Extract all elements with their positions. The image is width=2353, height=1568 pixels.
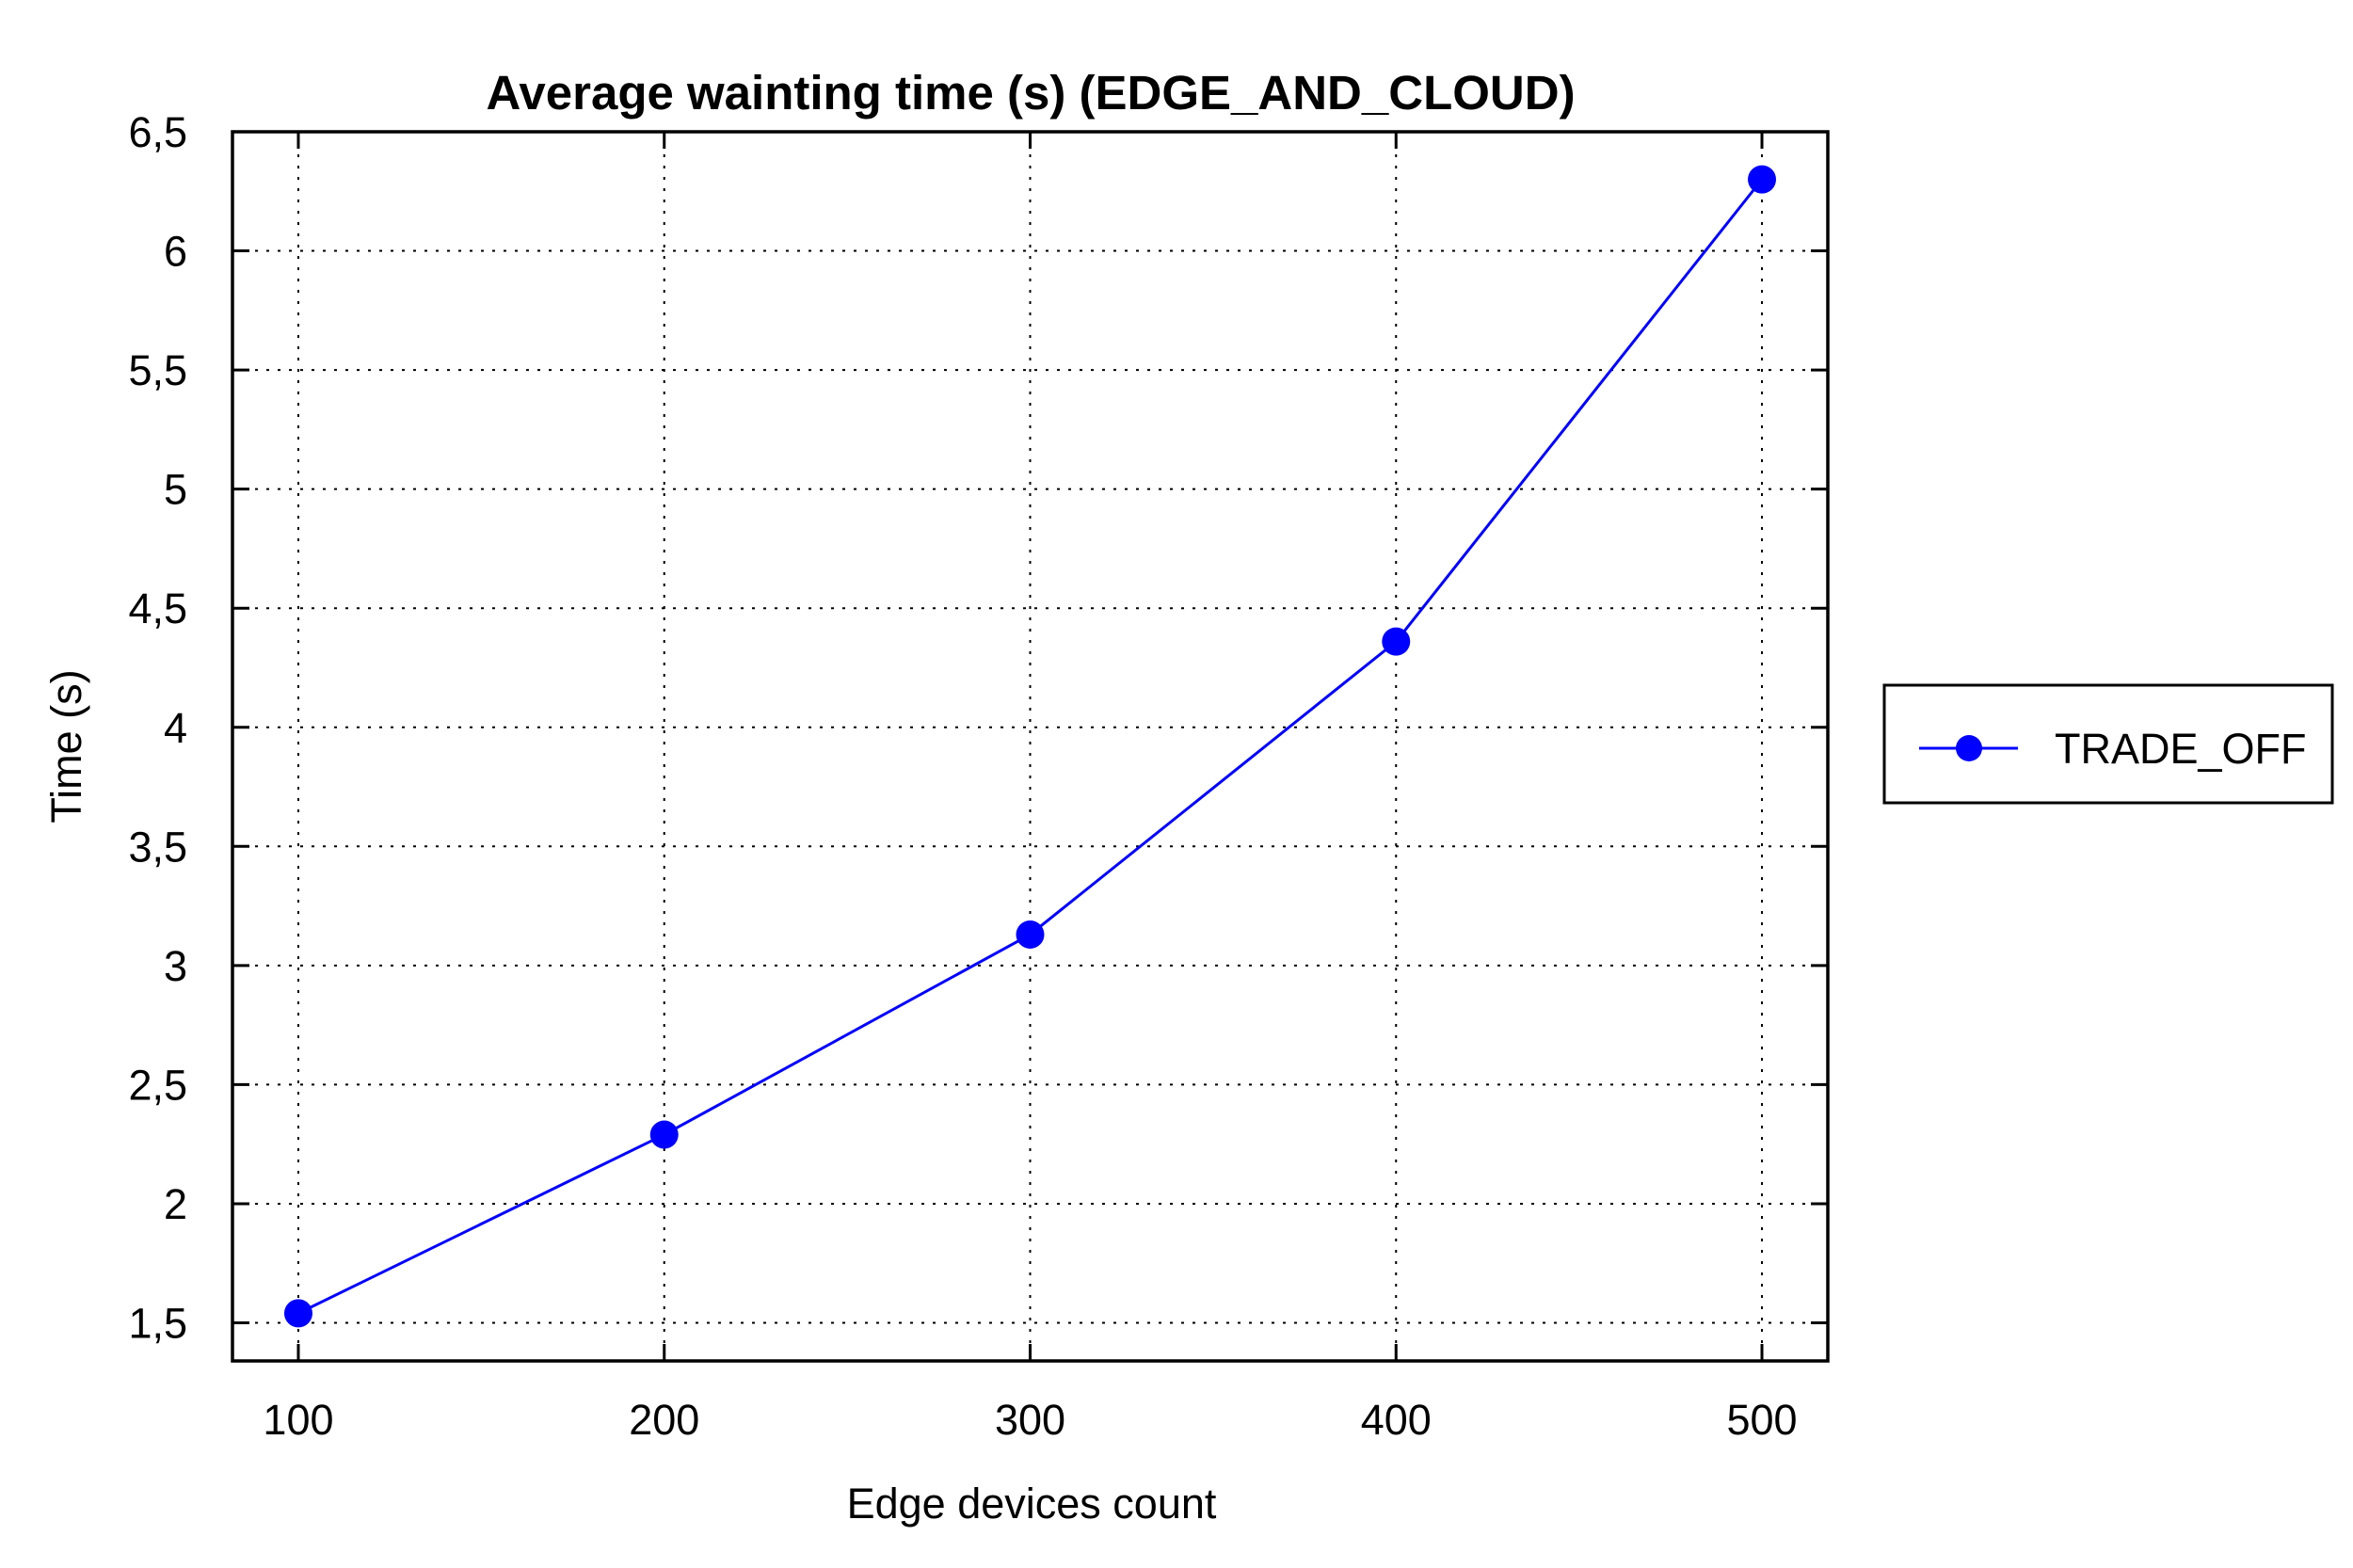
data-point-trade-off [1748, 165, 1777, 194]
data-point-trade-off [1016, 920, 1045, 949]
x-tick-label: 200 [629, 1396, 699, 1444]
y-tick-label: 1,5 [128, 1300, 187, 1348]
y-tick-label: 5,5 [128, 346, 187, 394]
axis-ticks: 1,5 2 2,5 3 3,5 4 4,5 5 5,5 6 6,5 100 200 300 400 500 [128, 108, 1828, 1444]
y-axis-label: Time (s) [42, 669, 90, 823]
y-tick-label: 6 [164, 228, 187, 276]
series-layer [283, 165, 1777, 1328]
y-tick-label: 6,5 [128, 108, 187, 156]
y-tick-label: 5 [164, 466, 187, 514]
y-tick-label: 2,5 [128, 1061, 187, 1109]
legend-box [1882, 683, 2334, 805]
y-tick-label: 4,5 [128, 584, 187, 632]
x-tick-label: 400 [1361, 1396, 1432, 1444]
chart-title: Average wainting time (s) (EDGE_AND_CLOU… [486, 66, 1575, 120]
legend-label-trade-off: TRADE_OFF [2055, 725, 2307, 773]
x-axis-label: Edge devices count [847, 1480, 1217, 1528]
y-tick-label: 3,5 [128, 823, 187, 871]
legend: TRADE_OFF [1882, 683, 2334, 805]
data-point-trade-off [283, 1299, 312, 1328]
y-tick-label: 4 [164, 704, 187, 752]
legend-marker [1956, 735, 1982, 761]
data-point-trade-off [1382, 627, 1411, 656]
grid [232, 131, 1828, 1361]
x-tick-label: 500 [1726, 1396, 1797, 1444]
x-tick-label: 300 [995, 1396, 1065, 1444]
y-tick-label: 3 [164, 942, 187, 990]
series-line-trade-off [297, 178, 1764, 1315]
y-tick-label: 2 [164, 1180, 187, 1228]
data-point-trade-off [649, 1120, 679, 1149]
plot-frame [231, 130, 1830, 1363]
x-tick-label: 100 [263, 1396, 333, 1444]
